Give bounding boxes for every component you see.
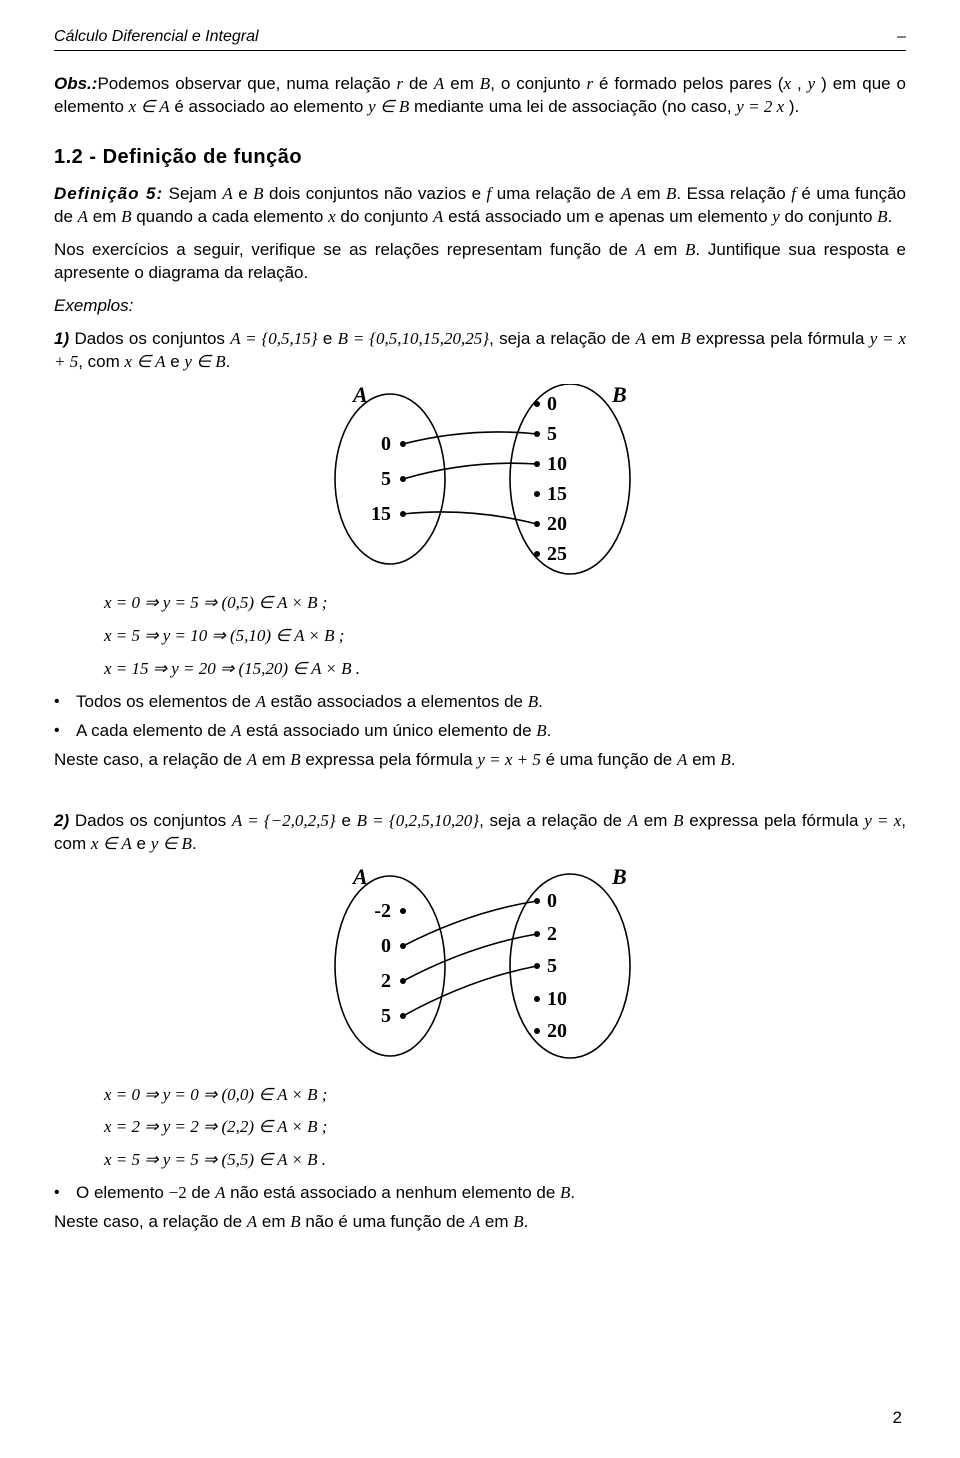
svg-text:10: 10 xyxy=(547,453,567,475)
ex2-statement: 2) Dados os conjuntos A = {−2,0,2,5} e B… xyxy=(54,810,906,856)
ex1-bullet-1: • Todos os elementos de A estão associad… xyxy=(54,691,906,714)
ex2-calc: x = 0 ⇒ y = 0 ⇒ (0,0) ∈ A × B ; x = 2 ⇒ … xyxy=(104,1084,906,1173)
svg-text:15: 15 xyxy=(547,483,567,505)
diagram-1: A B 0 5 15 0 5 10 15 20 25 xyxy=(54,384,906,584)
ex1-conclusion: Neste caso, a relação de A em B expressa… xyxy=(54,749,906,772)
svg-text:0: 0 xyxy=(547,890,557,912)
header-title: Cálculo Diferencial e Integral xyxy=(54,26,259,48)
page-number: 2 xyxy=(893,1407,902,1430)
exemplos-label: Exemplos: xyxy=(54,295,906,318)
svg-text:B: B xyxy=(611,384,627,407)
exercise-intro: Nos exercícios a seguir, verifique se as… xyxy=(54,239,906,285)
ex1-statement: 1) Dados os conjuntos A = {0,5,15} e B =… xyxy=(54,328,906,374)
ex2-bullet-1: • O elemento −2 de A não está associado … xyxy=(54,1182,906,1205)
svg-text:A: A xyxy=(351,384,368,407)
section-title: 1.2 - Definição de função xyxy=(54,144,906,171)
ex1-bullet-2: • A cada elemento de A está associado um… xyxy=(54,720,906,743)
svg-text:0: 0 xyxy=(547,393,557,415)
svg-text:2: 2 xyxy=(547,923,557,945)
svg-text:A: A xyxy=(351,866,368,889)
ex2-conclusion: Neste caso, a relação de A em B não é um… xyxy=(54,1211,906,1234)
svg-text:25: 25 xyxy=(547,543,567,565)
svg-text:20: 20 xyxy=(547,1020,567,1042)
svg-text:5: 5 xyxy=(547,423,557,445)
svg-text:B: B xyxy=(611,866,627,889)
svg-text:0: 0 xyxy=(381,935,391,957)
svg-text:15: 15 xyxy=(371,503,391,525)
svg-text:5: 5 xyxy=(381,1005,391,1027)
header-right: – xyxy=(897,26,906,48)
svg-text:10: 10 xyxy=(547,988,567,1010)
page-header: Cálculo Diferencial e Integral – xyxy=(54,26,906,51)
svg-text:-2: -2 xyxy=(374,900,391,922)
svg-text:5: 5 xyxy=(381,468,391,490)
svg-text:5: 5 xyxy=(547,955,557,977)
svg-text:20: 20 xyxy=(547,513,567,535)
obs-paragraph: Obs.:Podemos observar que, numa relação … xyxy=(54,73,906,119)
definition-5: Definição 5: Sejam A e B dois conjuntos … xyxy=(54,183,906,229)
ex1-calc: x = 0 ⇒ y = 5 ⇒ (0,5) ∈ A × B ; x = 5 ⇒ … xyxy=(104,592,906,681)
svg-text:0: 0 xyxy=(381,433,391,455)
svg-text:2: 2 xyxy=(381,970,391,992)
diagram-2: A B -2 0 2 5 0 2 5 10 20 xyxy=(54,866,906,1076)
